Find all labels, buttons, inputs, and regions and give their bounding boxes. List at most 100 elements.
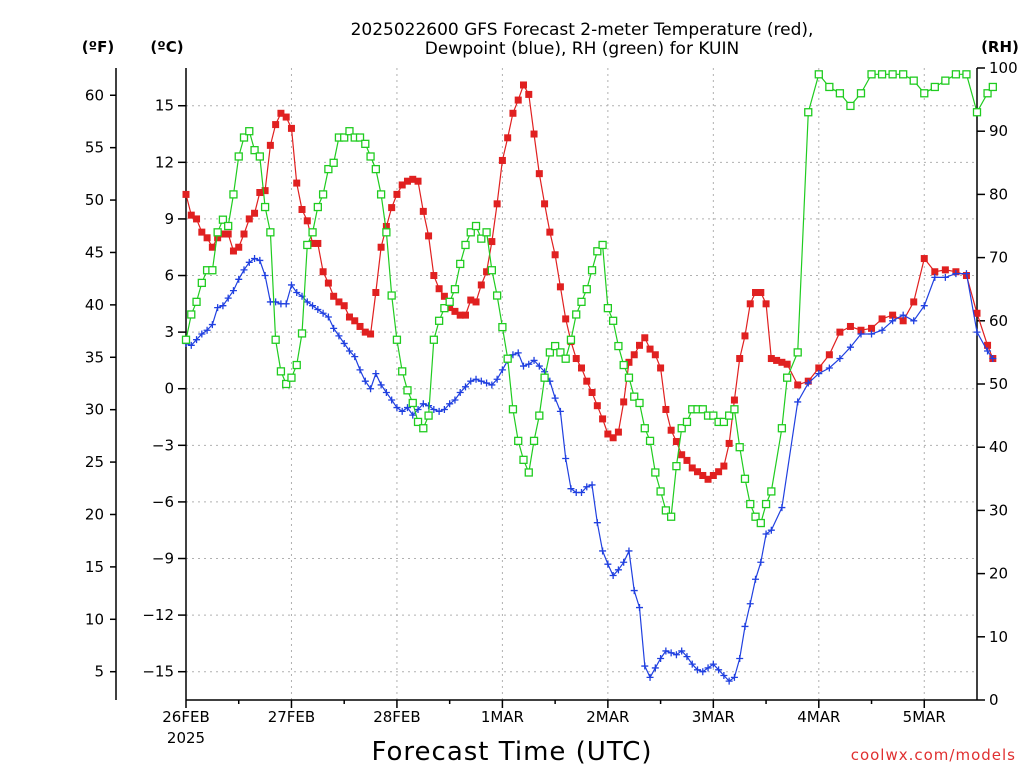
dewpoint-point (720, 671, 728, 679)
dewpoint-point (335, 332, 343, 340)
rh-point (345, 127, 354, 136)
rh-tick-label: 40 (989, 438, 1008, 456)
rh-point (920, 89, 929, 98)
dewpoint-point (393, 404, 401, 412)
rh-point (292, 360, 301, 370)
dewpoint-point (952, 270, 960, 278)
temperature-point (746, 300, 754, 308)
dewpoint-point (709, 660, 717, 668)
rh-point (382, 228, 391, 237)
dewpoint-point (746, 600, 754, 608)
rh-point (318, 190, 328, 199)
dewpoint-point (941, 273, 949, 281)
temperature-point (720, 462, 728, 470)
rh-point (698, 405, 707, 414)
rh-point (899, 70, 908, 79)
rh-point (719, 417, 729, 427)
dewpoint-point (461, 383, 469, 391)
rh-point (324, 164, 333, 174)
rh-tick-label: 20 (989, 565, 1008, 583)
dewpoint-point (636, 604, 644, 612)
temperature-point (704, 475, 712, 483)
temperature-point (504, 134, 512, 142)
dewpoint-point (889, 317, 897, 325)
rh-point (751, 512, 760, 521)
temperature-point (662, 405, 670, 413)
temperature-point (973, 309, 981, 317)
dewpoint-point (878, 326, 886, 334)
rh-point (540, 373, 549, 382)
rh-point (239, 133, 249, 142)
temperature-point (319, 268, 327, 276)
temperature-point (699, 471, 707, 479)
dewpoint-point (235, 275, 243, 283)
rh-tick-label: 60 (989, 312, 1008, 330)
rh-point (445, 297, 454, 306)
rh-point (508, 405, 518, 414)
rh-point (856, 89, 866, 98)
temperature-point (630, 351, 638, 359)
dewpoint-point (989, 355, 997, 363)
temperature-point (298, 205, 306, 213)
dewpoint-point (193, 336, 201, 344)
credit-text: coolwx.com/models (851, 746, 1016, 764)
rh-point (398, 367, 407, 376)
series-layer (181, 70, 997, 685)
temperature-point (414, 177, 422, 185)
rh-point (930, 82, 939, 92)
dewpoint-point (609, 571, 617, 579)
rh-point (250, 146, 259, 155)
rh-point (514, 436, 523, 446)
temperature-point (599, 415, 607, 423)
dewpoint-point (314, 305, 322, 313)
fahrenheit-tick-label: 45 (85, 243, 104, 261)
dewpoint-point (567, 485, 575, 493)
celsius-tick-label: 3 (164, 323, 174, 341)
temperature-point (451, 307, 459, 315)
dewpoint-point (804, 379, 812, 387)
dewpoint-point (657, 654, 665, 662)
temperature-point (984, 341, 992, 349)
temperature-point (514, 96, 522, 104)
rh-point (450, 285, 460, 294)
rh-point (666, 512, 676, 521)
temperature-point (266, 141, 274, 149)
celsius-tick-label: 15 (155, 97, 174, 115)
temperature-point (335, 298, 343, 306)
rh-point (229, 190, 238, 199)
fahrenheit-tick-label: 60 (85, 86, 104, 104)
dewpoint-point (351, 353, 359, 361)
temperature-point (240, 230, 248, 238)
dewpoint-point (757, 558, 765, 566)
fahrenheit-tick-label: 40 (85, 296, 104, 314)
dewpoint-point (694, 666, 702, 674)
temperature-point (345, 313, 353, 321)
rh-point (181, 335, 191, 344)
x-axis-year: 2025 (167, 729, 205, 747)
rh-point (972, 108, 982, 117)
dewpoint-point (430, 405, 438, 413)
dewpoint-point (319, 309, 327, 317)
dewpoint-point (467, 377, 475, 385)
dewpoint-point (736, 654, 744, 662)
rh-point (498, 322, 507, 332)
dewpoint-point (287, 281, 295, 289)
fahrenheit-tick-label: 15 (85, 558, 104, 576)
temperature-point (683, 456, 691, 464)
temperature-point (198, 228, 206, 236)
rh-point (466, 228, 475, 237)
rh-point (403, 386, 412, 395)
dewpoint-point (678, 647, 686, 655)
dewpoint-point (551, 394, 559, 402)
temperature-point (541, 200, 549, 208)
dewpoint-point (762, 530, 770, 538)
temperature-point (435, 285, 443, 293)
temperature-point (931, 268, 939, 276)
rh-point (266, 228, 275, 237)
fahrenheit-tick-label: 10 (85, 610, 104, 628)
dewpoint-point (973, 328, 981, 336)
temperature-point (398, 181, 406, 189)
temperature-point (899, 317, 907, 325)
temperature-point (483, 268, 491, 276)
